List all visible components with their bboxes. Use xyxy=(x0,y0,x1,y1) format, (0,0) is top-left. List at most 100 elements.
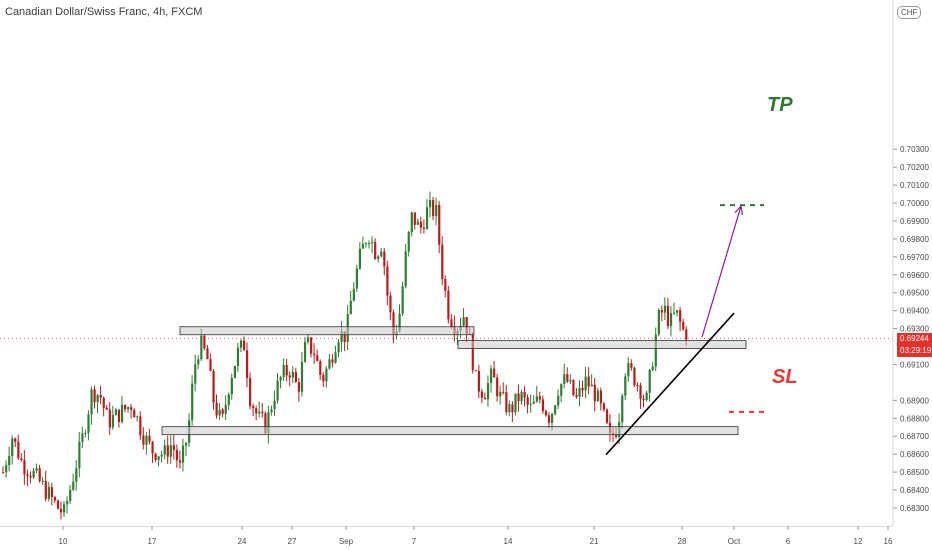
candle-down xyxy=(547,415,551,423)
candle-up xyxy=(194,364,197,384)
candle-up xyxy=(648,369,651,393)
candle-down xyxy=(575,394,578,397)
price-tick-label: 0.69500 xyxy=(900,289,929,298)
candle-up xyxy=(163,445,166,455)
candle-down xyxy=(285,365,288,376)
candle-down xyxy=(602,403,606,410)
candle-up xyxy=(416,221,419,225)
candle-down xyxy=(154,453,157,460)
candle-down xyxy=(20,458,23,461)
candle-up xyxy=(361,244,365,249)
candle-down xyxy=(432,200,435,217)
candle-up xyxy=(410,212,413,233)
price-tick-label: 0.69400 xyxy=(900,307,929,316)
candle-up xyxy=(654,334,657,367)
candle-down xyxy=(572,379,575,395)
candle-up xyxy=(520,391,523,402)
candle-down xyxy=(483,397,487,400)
candle-up xyxy=(300,361,304,392)
candle-down xyxy=(639,385,642,399)
candle-down xyxy=(252,406,255,409)
candle-up xyxy=(554,405,557,414)
candle-up xyxy=(569,379,572,382)
candle-up xyxy=(514,393,517,413)
resistance-zone-neckline[interactable] xyxy=(457,340,747,349)
candle-down xyxy=(642,398,645,401)
stop-loss-label[interactable]: SL xyxy=(772,366,798,388)
candle-down xyxy=(593,384,596,402)
candle-down xyxy=(148,435,151,442)
candle-up xyxy=(529,403,532,405)
candle-up xyxy=(499,391,502,397)
candle-up xyxy=(90,389,93,415)
candle-down xyxy=(264,413,267,434)
candle-up xyxy=(368,243,371,245)
candle-up xyxy=(157,456,160,460)
candle-down xyxy=(441,244,444,280)
current-price-badge: 0.69244 xyxy=(897,332,932,345)
candle-down xyxy=(392,312,395,335)
candle-up xyxy=(657,309,660,335)
candle-up xyxy=(236,347,240,367)
candle-up xyxy=(398,313,401,332)
candle-down xyxy=(660,309,663,313)
candle-down xyxy=(526,397,529,405)
candle-down xyxy=(682,321,685,330)
candle-up xyxy=(407,232,410,252)
price-tick-label: 0.69100 xyxy=(900,360,929,369)
resistance-zone-upper[interactable] xyxy=(179,326,475,336)
candle-down xyxy=(212,370,215,403)
candle-up xyxy=(258,411,261,414)
candle-up xyxy=(404,251,407,287)
candle-up xyxy=(535,396,538,402)
candle-up xyxy=(227,394,230,405)
candle-up xyxy=(673,312,676,314)
candle-up xyxy=(627,363,630,377)
projection-arrow[interactable] xyxy=(701,205,742,338)
price-tick-label: 0.68600 xyxy=(900,450,929,459)
candle-down xyxy=(374,241,377,259)
price-tick-label: 0.69300 xyxy=(900,325,929,334)
take-profit-label[interactable]: TP xyxy=(767,94,793,116)
candle-down xyxy=(56,500,60,509)
time-tick-label: 10 xyxy=(59,537,68,546)
candle-up xyxy=(230,377,233,395)
time-tick-label: 7 xyxy=(412,537,417,546)
candle-down xyxy=(477,370,480,392)
support-resistance-zones[interactable] xyxy=(161,326,747,436)
candle-up xyxy=(508,404,511,413)
candle-up xyxy=(328,359,331,369)
trend-drawings[interactable] xyxy=(0,204,893,456)
candle-up xyxy=(486,383,490,400)
currency-badge[interactable]: CHF xyxy=(897,6,922,19)
candle-down xyxy=(474,370,477,372)
candle-down xyxy=(331,359,334,363)
candle-up xyxy=(63,504,66,513)
candle-up xyxy=(490,368,493,384)
candle-down xyxy=(297,381,301,392)
support-zone-lower[interactable] xyxy=(161,426,739,436)
ascending-trendline[interactable] xyxy=(605,312,735,456)
candle-up xyxy=(303,341,307,362)
candle-up xyxy=(32,470,35,478)
price-tick-label: 0.68700 xyxy=(900,432,929,441)
candle-down xyxy=(511,404,514,413)
candle-up xyxy=(66,501,69,505)
price-axis[interactable]: 0.68300 0.68400 0.68500 0.68600 0.68700 0.688… xyxy=(892,0,929,526)
candle-down xyxy=(502,391,505,393)
candle-up xyxy=(145,435,148,445)
candle-down xyxy=(605,409,609,423)
candle-up xyxy=(239,340,243,348)
candle-up xyxy=(197,359,200,365)
time-tick-label: 17 xyxy=(148,537,157,546)
candle-up xyxy=(584,376,587,391)
time-axis[interactable]: 10 17 24 27 Sep 7 14 21 28 Oct 6 12 16 xyxy=(0,526,893,546)
price-tick-label: 0.68900 xyxy=(900,396,929,405)
candle-up xyxy=(358,248,362,269)
candle-up xyxy=(551,413,554,423)
candle-down xyxy=(172,445,175,450)
candle-down xyxy=(93,389,96,403)
price-tick-label: 0.70200 xyxy=(900,163,929,172)
candle-up xyxy=(200,335,203,360)
